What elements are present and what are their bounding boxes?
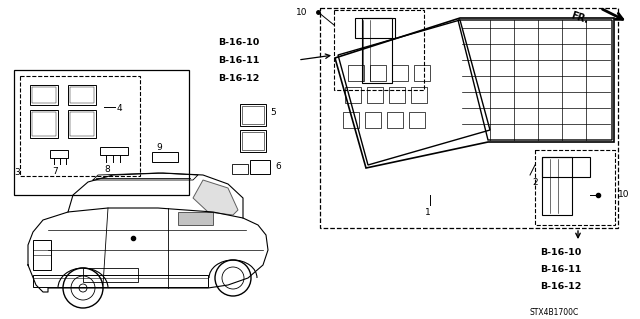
- Text: 1: 1: [425, 208, 431, 217]
- Polygon shape: [193, 180, 238, 215]
- Bar: [242, 106, 264, 124]
- Bar: [70, 112, 94, 136]
- Bar: [240, 130, 266, 152]
- Bar: [83, 268, 138, 282]
- Bar: [355, 18, 395, 38]
- Bar: [367, 87, 383, 103]
- Bar: [409, 112, 425, 128]
- Bar: [68, 110, 96, 138]
- Text: B-16-11: B-16-11: [218, 56, 259, 65]
- Bar: [343, 112, 359, 128]
- Text: B-16-10: B-16-10: [540, 248, 581, 257]
- Bar: [100, 147, 128, 155]
- Bar: [32, 112, 56, 136]
- Bar: [30, 85, 58, 105]
- Text: 8: 8: [104, 165, 110, 174]
- Bar: [33, 275, 208, 287]
- Bar: [535, 150, 615, 225]
- Text: 6: 6: [275, 162, 281, 171]
- Bar: [392, 65, 408, 81]
- Bar: [14, 70, 189, 195]
- Text: 9: 9: [156, 143, 162, 152]
- Bar: [387, 112, 403, 128]
- Bar: [542, 157, 590, 177]
- Polygon shape: [178, 212, 213, 225]
- Bar: [242, 132, 264, 150]
- Text: B-16-12: B-16-12: [218, 74, 259, 83]
- Bar: [348, 65, 364, 81]
- Text: FR.: FR.: [570, 10, 590, 25]
- Text: 5: 5: [270, 108, 276, 117]
- Bar: [362, 18, 392, 83]
- Bar: [50, 150, 68, 158]
- Bar: [240, 104, 266, 126]
- Bar: [232, 164, 248, 174]
- Text: 10: 10: [296, 8, 307, 17]
- Bar: [334, 10, 424, 90]
- Bar: [414, 65, 430, 81]
- Bar: [370, 65, 386, 81]
- Bar: [32, 87, 56, 103]
- Text: B-16-11: B-16-11: [540, 265, 581, 274]
- Bar: [70, 87, 94, 103]
- Text: 3: 3: [14, 168, 20, 177]
- Bar: [542, 157, 572, 215]
- Text: STX4B1700C: STX4B1700C: [530, 308, 579, 317]
- Bar: [20, 76, 140, 176]
- Bar: [389, 87, 405, 103]
- Text: B-16-12: B-16-12: [540, 282, 581, 291]
- Bar: [365, 112, 381, 128]
- Text: 7: 7: [52, 167, 58, 176]
- Text: 4: 4: [117, 104, 123, 113]
- Text: B-16-10: B-16-10: [218, 38, 259, 47]
- Text: 2: 2: [532, 178, 538, 187]
- Text: 10: 10: [618, 190, 630, 199]
- Bar: [33, 240, 51, 270]
- Bar: [320, 8, 618, 228]
- Bar: [152, 152, 178, 162]
- Bar: [411, 87, 427, 103]
- Bar: [250, 160, 270, 174]
- Bar: [68, 85, 96, 105]
- Bar: [30, 110, 58, 138]
- Bar: [345, 87, 361, 103]
